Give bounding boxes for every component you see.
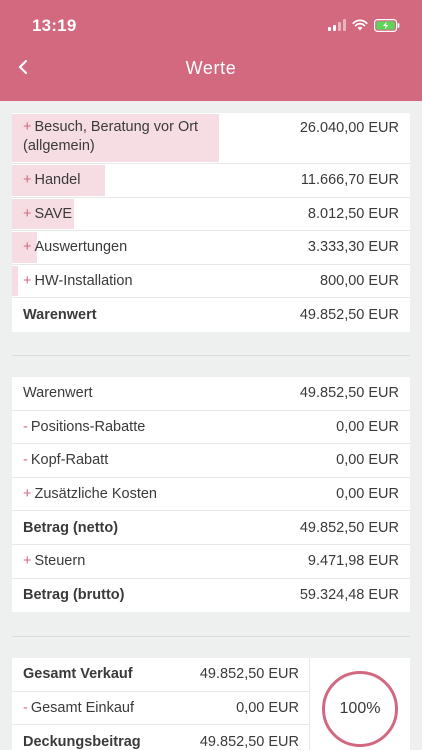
positions-card: + Besuch, Beratung vor Ort (allgemein) 26… [12, 113, 410, 332]
page-title: Werte [185, 58, 237, 78]
margin-value: 0,00 EUR [236, 699, 299, 716]
position-label-text: Handel [34, 172, 81, 189]
calc-value: 59.324,48 EUR [299, 587, 399, 604]
margin-label: Deckungsbeitrag [23, 733, 141, 750]
plus-sign: + [23, 553, 32, 570]
plus-sign: + [23, 273, 32, 290]
total-label: Warenwert [23, 307, 97, 324]
cellular-signal-icon [328, 19, 346, 31]
calc-value: 49.852,50 EUR [299, 519, 399, 536]
margin-value: 49.852,50 EUR [199, 733, 299, 750]
chevron-left-icon [18, 59, 28, 75]
calc-row: Betrag (netto) 49.852,50 EUR [12, 511, 410, 545]
position-label-text: Auswertungen [34, 239, 128, 256]
calc-row[interactable]: - Positions-Rabatte 0,00 EUR [12, 411, 410, 445]
plus-sign: + [23, 172, 32, 189]
position-label-text: HW-Installation [34, 273, 133, 290]
calc-row[interactable]: + Steuern 9.471,98 EUR [12, 545, 410, 579]
plus-sign: + [23, 205, 32, 222]
plus-sign: + [23, 239, 32, 256]
status-time: 13:19 [32, 16, 77, 35]
position-row[interactable]: + HW-Installation 800,00 EUR [12, 265, 410, 299]
position-label: + Besuch, Beratung vor Ort (allgemein) [23, 118, 300, 156]
position-label-line1: Besuch, Beratung vor Ort [34, 119, 199, 135]
plus-sign: + [23, 486, 32, 503]
position-value: 11.666,70 EUR [300, 172, 399, 189]
calc-label: + Zusätzliche Kosten [23, 486, 336, 502]
position-row[interactable]: + Auswertungen 3.333,30 EUR [12, 231, 410, 265]
battery-charging-icon [374, 18, 400, 32]
calc-label: + Steuern [23, 553, 308, 569]
share-highlight [12, 114, 219, 162]
calc-label: Betrag (netto) [23, 519, 119, 536]
share-highlight [12, 198, 74, 230]
position-label: + HW-Installation [23, 273, 320, 289]
position-label: + SAVE [23, 206, 308, 222]
calc-label-text: Zusätzliche Kosten [34, 486, 157, 503]
calc-value: 0,00 EUR [336, 418, 399, 435]
calc-value: 0,00 EUR [336, 486, 399, 503]
calc-label: - Kopf-Rabatt [23, 452, 336, 468]
calc-label: Betrag (brutto) [23, 587, 125, 604]
calc-row: Betrag (brutto) 59.324,48 EUR [12, 579, 410, 613]
position-value: 26.040,00 EUR [299, 120, 399, 136]
position-value: 800,00 EUR [320, 273, 399, 290]
calc-row: Warenwert 49.852,50 EUR [12, 377, 410, 411]
position-label: + Handel [23, 172, 301, 188]
margin-label: Gesamt Verkauf [23, 666, 133, 683]
calc-label: Warenwert [23, 385, 300, 401]
share-highlight [12, 232, 37, 263]
calculation-card: Warenwert 49.852,50 EUR - Positions-Rabat… [12, 377, 410, 613]
margin-row: Deckungsbeitrag 49.852,50 EUR [12, 725, 310, 750]
app-header: 13:19 Werte [0, 0, 422, 101]
calc-label-text: Steuern [34, 553, 86, 570]
position-label-line2: (allgemein) [23, 138, 95, 154]
position-value: 3.333,30 EUR [307, 239, 399, 256]
margin-rows: Gesamt Verkauf 49.852,50 EUR - Gesamt Ein… [12, 658, 310, 750]
total-row: Warenwert 49.852,50 EUR [12, 298, 410, 332]
calc-label-text: Warenwert [23, 385, 93, 402]
margin-row: Gesamt Verkauf 49.852,50 EUR [12, 658, 310, 692]
position-value: 8.012,50 EUR [307, 205, 399, 222]
minus-sign: - [23, 418, 28, 435]
calc-value: 9.471,98 EUR [307, 553, 399, 570]
calc-value: 0,00 EUR [336, 452, 399, 469]
position-row[interactable]: + Handel 11.666,70 EUR [12, 164, 410, 198]
minus-sign: - [23, 699, 28, 716]
position-label: + Auswertungen [23, 239, 308, 255]
margin-percent-gauge: 100% [310, 658, 410, 750]
calc-row[interactable]: + Zusätzliche Kosten 0,00 EUR [12, 478, 410, 512]
calc-label: - Positions-Rabatte [23, 419, 336, 435]
minus-sign: - [23, 452, 28, 469]
position-row[interactable]: + SAVE 8.012,50 EUR [12, 198, 410, 232]
calc-row[interactable]: - Kopf-Rabatt 0,00 EUR [12, 444, 410, 478]
margin-value: 49.852,50 EUR [199, 666, 299, 683]
margin-percent-circle: 100% [322, 671, 398, 747]
section-divider [12, 355, 410, 356]
margin-label: - Gesamt Einkauf [23, 700, 236, 716]
share-highlight [12, 265, 18, 297]
share-highlight [12, 165, 105, 196]
status-icons [328, 17, 400, 33]
position-label-text: SAVE [34, 205, 73, 222]
wifi-icon [352, 19, 368, 31]
section-divider [12, 636, 410, 637]
total-value: 49.852,50 EUR [299, 307, 399, 324]
margin-percent: 100% [339, 700, 381, 717]
margin-card: Gesamt Verkauf 49.852,50 EUR - Gesamt Ein… [12, 658, 410, 750]
calc-value: 49.852,50 EUR [299, 385, 399, 402]
calc-label-text: Kopf-Rabatt [30, 452, 109, 469]
plus-sign: + [23, 119, 32, 135]
margin-label-text: Gesamt Einkauf [30, 699, 135, 716]
margin-row[interactable]: - Gesamt Einkauf 0,00 EUR [12, 691, 310, 726]
calc-label-text: Positions-Rabatte [30, 418, 146, 435]
position-row[interactable]: + Besuch, Beratung vor Ort (allgemein) 26… [12, 113, 410, 164]
back-button[interactable] [12, 56, 34, 78]
